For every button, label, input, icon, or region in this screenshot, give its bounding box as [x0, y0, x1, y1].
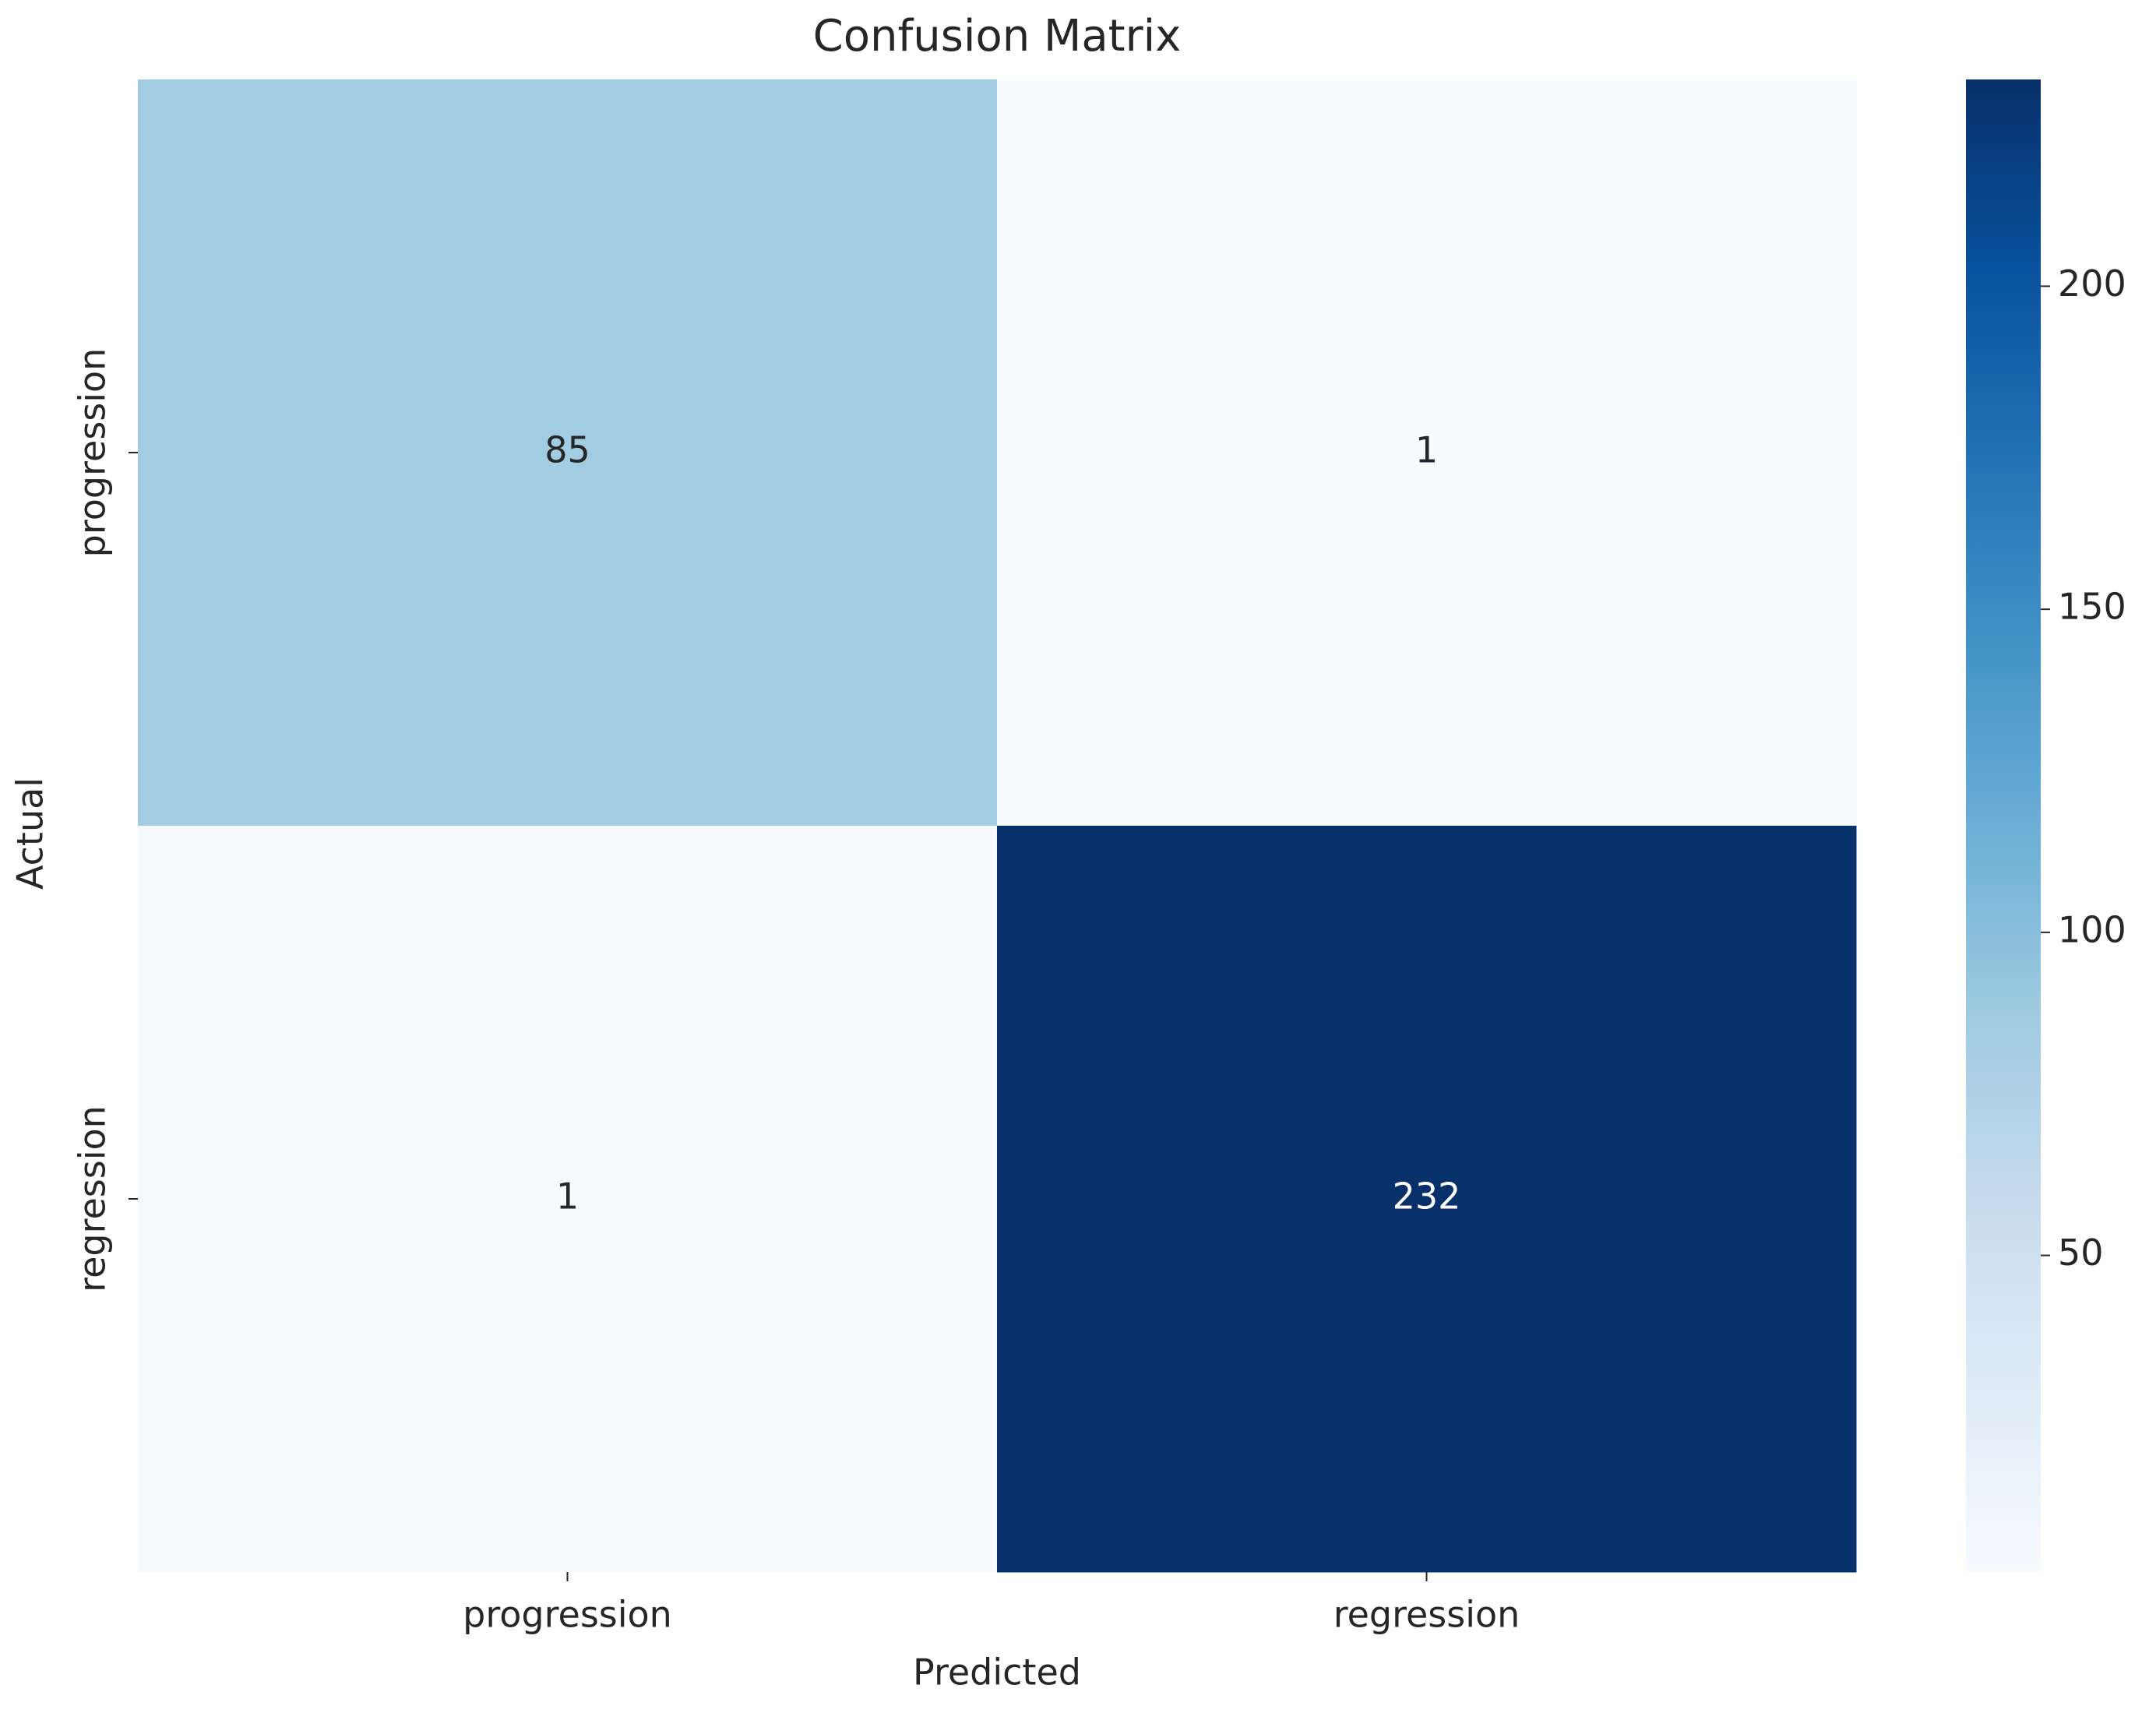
colorbar: [1966, 79, 2041, 1572]
cell-label: 1: [556, 1175, 579, 1218]
x-tick-label: regression: [1333, 1594, 1520, 1636]
x-tick-label: progression: [463, 1594, 672, 1636]
chart-title: Confusion Matrix: [813, 11, 1182, 62]
heatmap-cell: [997, 79, 1857, 827]
cell-label: 85: [544, 429, 590, 471]
colorbar-tick-label: 200: [2058, 263, 2126, 305]
cell-label: 1: [1415, 429, 1438, 471]
heatmap-cell: [138, 826, 998, 1573]
x-axis-label: Predicted: [913, 1651, 1081, 1694]
cell-label: 232: [1393, 1175, 1461, 1218]
colorbar-tick-label: 50: [2058, 1232, 2104, 1274]
colorbar-tick-label: 150: [2058, 586, 2126, 628]
y-tick-label: regression: [72, 1105, 114, 1292]
heatmap-cell: [138, 79, 998, 827]
y-tick-label: progression: [72, 348, 114, 558]
heatmap-cell: [997, 826, 1857, 1573]
colorbar-tick-label: 100: [2058, 908, 2126, 950]
y-axis-label: Actual: [9, 777, 51, 890]
